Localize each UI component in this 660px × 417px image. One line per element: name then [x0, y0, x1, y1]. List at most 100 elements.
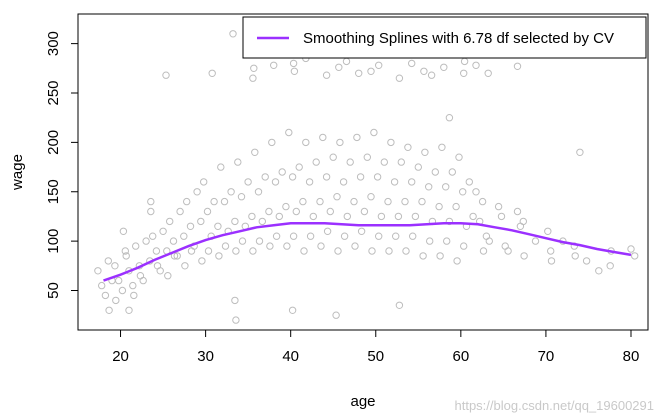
scatter-point — [270, 61, 278, 70]
scatter-point — [465, 178, 473, 186]
scatter-point — [290, 67, 299, 76]
scatter-point — [342, 57, 351, 66]
scatter-point — [472, 61, 480, 70]
scatter-point — [377, 212, 386, 221]
scatter-point — [404, 143, 412, 152]
scatter-point — [504, 247, 512, 255]
scatter-point — [288, 306, 297, 314]
legend-label: Smoothing Splines with 6.78 df selected … — [303, 30, 614, 47]
x-axis: 20 30 40 50 60 70 80 — [112, 329, 640, 365]
scatter-point — [186, 222, 195, 231]
scatter-point — [445, 217, 454, 226]
scatter-point — [322, 173, 331, 181]
scatter-point — [375, 232, 383, 240]
scatter-point — [268, 138, 276, 147]
scatter-point — [571, 252, 579, 260]
scatter-point — [232, 316, 240, 324]
scatter-point — [363, 153, 371, 161]
scatter-point — [336, 138, 344, 147]
scatter-point — [132, 242, 140, 250]
scatter-point — [547, 257, 556, 265]
scatter-point — [494, 202, 503, 211]
scatter-point — [397, 158, 405, 166]
scatter-point — [111, 262, 119, 270]
scatter-point — [149, 232, 157, 240]
scatter-point — [460, 242, 468, 250]
scatter-point — [278, 168, 286, 176]
scatter-point — [305, 178, 314, 186]
y-tick-label: 200 — [45, 130, 62, 155]
scatter-point — [408, 178, 416, 186]
scatter-point — [544, 227, 552, 236]
scatter-point — [367, 67, 375, 76]
scatter-point — [631, 252, 639, 260]
scatter-point — [606, 262, 614, 270]
scatter-point — [214, 222, 222, 231]
scatter-point — [513, 62, 522, 71]
x-tick-label: 60 — [452, 348, 469, 365]
scatter-point — [300, 247, 308, 255]
scatter-point — [326, 207, 334, 216]
scatter-point — [299, 197, 307, 206]
scatter-point — [595, 267, 603, 275]
scatter-point — [112, 296, 120, 305]
watermark: https://blog.csdn.net/qq_19600291 — [454, 398, 655, 413]
x-tick-label: 50 — [367, 348, 384, 365]
scatter-point — [445, 114, 454, 122]
scatter-point — [251, 148, 259, 157]
scatter-point — [159, 227, 167, 236]
y-tick-label: 100 — [45, 229, 62, 254]
scatter-point — [166, 217, 174, 226]
scatter-point — [121, 247, 130, 255]
scatter-point — [104, 257, 113, 265]
scatter-point — [531, 237, 540, 245]
scatter-point — [288, 173, 297, 181]
scatter-point — [368, 247, 376, 255]
scatter-point — [234, 158, 242, 166]
scatter-point — [295, 163, 303, 171]
scatter-point — [317, 242, 325, 250]
scatter-point — [309, 212, 317, 221]
scatter-point — [367, 193, 375, 201]
scatter-point — [576, 148, 584, 157]
scatter-point — [373, 173, 382, 181]
scatter-point — [442, 183, 450, 191]
scatter-point — [460, 57, 469, 66]
scatter-point — [152, 247, 161, 255]
smoothing-spline-line — [103, 222, 632, 282]
scatter-point — [244, 178, 252, 186]
scatter-point — [119, 227, 128, 236]
scatter-point — [316, 197, 324, 206]
scatter-point — [394, 212, 403, 221]
scatter-point — [164, 272, 172, 280]
scatter-point — [390, 178, 399, 186]
scatter-point — [176, 207, 184, 216]
scatter-point — [249, 74, 257, 82]
scatter-point — [402, 247, 410, 255]
scatter-point — [497, 212, 506, 221]
scatter-point — [375, 61, 383, 70]
legend-box — [242, 16, 647, 59]
x-tick-label: 80 — [623, 348, 640, 365]
scatter-point — [582, 257, 591, 265]
scatter-point — [153, 262, 162, 270]
scatter-point — [356, 173, 365, 181]
scatter-point — [197, 217, 205, 226]
scatter-point — [312, 158, 320, 166]
scatter-point — [469, 212, 477, 221]
scatter-point — [360, 207, 369, 216]
scatter-point — [436, 252, 444, 260]
scatter-point — [187, 247, 196, 255]
scatter-point — [335, 63, 343, 72]
scatter-point — [98, 281, 106, 290]
scatter-point — [418, 197, 426, 206]
legend: Smoothing Splines with 6.78 df selected … — [242, 16, 647, 59]
y-axis: 50 100 150 200 250 300 — [45, 31, 79, 299]
scatter-point — [237, 193, 246, 201]
scatter-point — [130, 291, 138, 300]
scatter-point — [329, 153, 337, 161]
scatter-point — [232, 247, 240, 255]
scatter-point — [169, 237, 178, 245]
scatter-point — [210, 197, 218, 206]
